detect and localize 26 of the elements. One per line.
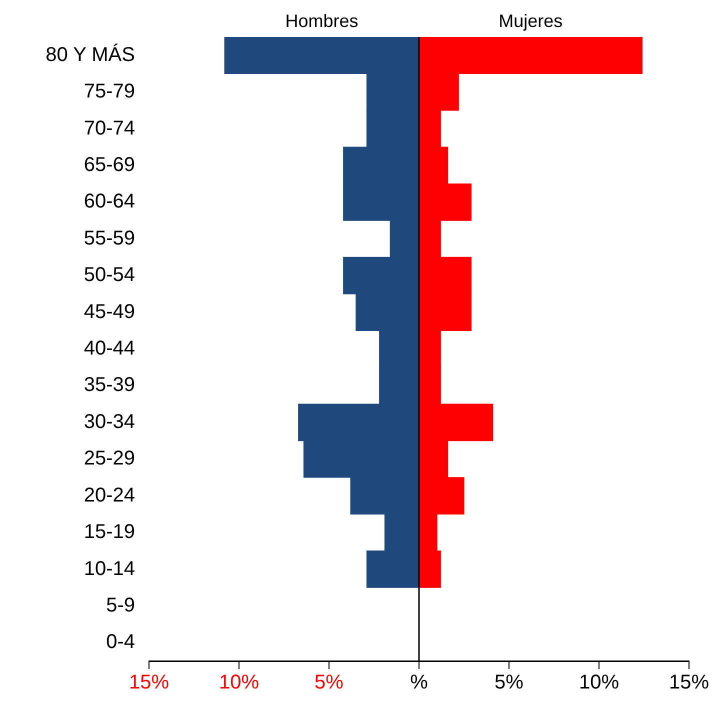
- x-tick-label: 15%: [128, 672, 170, 694]
- y-tick-label: 20-24: [84, 484, 135, 506]
- x-tick-label: 10%: [578, 672, 620, 694]
- y-tick-label: 70-74: [84, 117, 135, 140]
- x-tick-label: %: [410, 672, 428, 694]
- y-tick-label: 0-4: [106, 631, 135, 654]
- y-tick-label: 40-44: [84, 338, 135, 360]
- x-tick-label: 10%: [218, 672, 260, 694]
- y-tick-label: 80 Y MÁS: [46, 42, 135, 66]
- x-tick-label: 15%: [668, 672, 710, 694]
- y-tick-label: 60-64: [84, 190, 135, 213]
- y-tick-label: 15-19: [84, 521, 135, 544]
- series-label: Hombres: [285, 10, 358, 31]
- y-tick-label: 5-9: [106, 594, 135, 616]
- y-tick-label: 45-49: [84, 300, 135, 323]
- y-tick-label: 65-69: [84, 154, 135, 176]
- y-tick-label: 35-39: [84, 374, 135, 396]
- y-tick-label: 75-79: [84, 80, 135, 103]
- y-tick-label: 55-59: [84, 227, 135, 250]
- y-tick-label: 10-14: [84, 558, 135, 580]
- y-tick-label: 30-34: [84, 410, 135, 433]
- series-label: Mujeres: [498, 10, 563, 31]
- x-tick-label: 5%: [494, 672, 524, 694]
- x-tick-label: 5%: [314, 672, 344, 694]
- y-tick-label: 50-54: [84, 264, 135, 286]
- y-tick-label: 25-29: [84, 448, 135, 470]
